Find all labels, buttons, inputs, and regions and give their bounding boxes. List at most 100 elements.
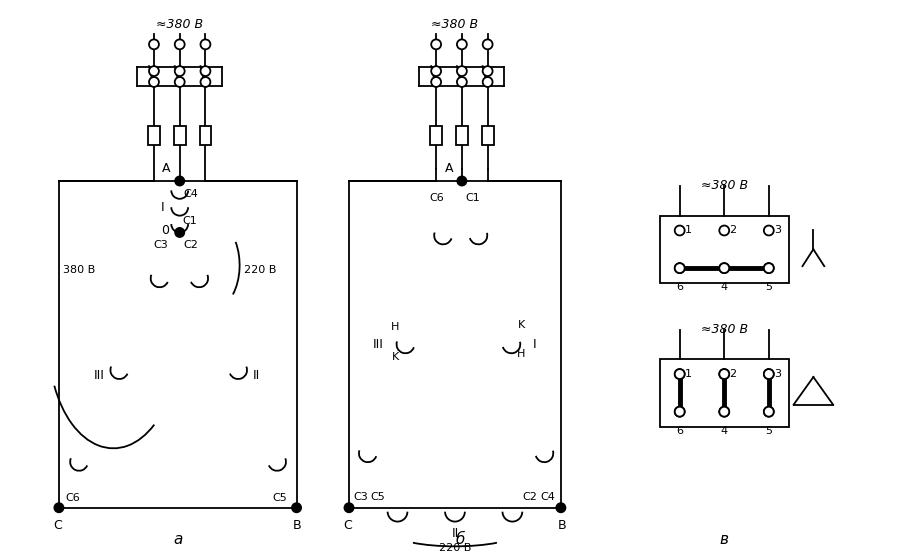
Circle shape <box>482 66 492 76</box>
Circle shape <box>175 228 184 237</box>
Text: A: A <box>445 162 453 175</box>
Circle shape <box>719 369 729 379</box>
Text: B: B <box>293 519 302 531</box>
Circle shape <box>675 263 685 273</box>
Text: 2: 2 <box>729 226 736 236</box>
Circle shape <box>675 407 685 417</box>
Text: II: II <box>253 368 260 381</box>
Circle shape <box>719 226 729 235</box>
Text: б: б <box>455 532 464 547</box>
Text: II: II <box>451 526 459 539</box>
Circle shape <box>675 263 685 273</box>
Circle shape <box>764 407 774 417</box>
Bar <box>482 125 493 146</box>
Text: K: K <box>518 320 525 329</box>
Bar <box>200 125 212 146</box>
Circle shape <box>457 77 467 87</box>
Circle shape <box>556 503 565 512</box>
Text: 3: 3 <box>774 369 781 379</box>
Text: C4: C4 <box>184 189 199 199</box>
Circle shape <box>292 503 302 512</box>
Text: H: H <box>392 323 400 333</box>
Circle shape <box>175 39 184 49</box>
Text: 2: 2 <box>729 369 736 379</box>
Text: 4: 4 <box>721 426 728 436</box>
Text: C6: C6 <box>66 493 81 503</box>
Circle shape <box>457 176 466 186</box>
Circle shape <box>201 77 211 87</box>
Bar <box>456 125 468 146</box>
Text: 1: 1 <box>685 369 691 379</box>
Circle shape <box>201 66 211 76</box>
Text: в: в <box>720 532 729 547</box>
Text: C4: C4 <box>540 492 555 502</box>
Text: I: I <box>533 338 536 351</box>
Text: C: C <box>344 519 353 531</box>
Circle shape <box>149 66 159 76</box>
Text: B: B <box>558 519 566 531</box>
Bar <box>660 216 788 283</box>
Circle shape <box>764 226 774 235</box>
Circle shape <box>675 226 685 235</box>
Bar <box>148 125 160 146</box>
Text: C: C <box>54 519 62 531</box>
Bar <box>430 125 442 146</box>
Text: 380 В: 380 В <box>63 265 94 275</box>
Circle shape <box>675 369 685 379</box>
Text: 220 В: 220 В <box>244 265 276 275</box>
Text: ≈380 В: ≈380 В <box>701 323 748 336</box>
Circle shape <box>764 263 774 273</box>
Text: ≈380 В: ≈380 В <box>701 179 748 193</box>
Circle shape <box>764 263 774 273</box>
Circle shape <box>431 66 441 76</box>
Circle shape <box>764 369 774 379</box>
Text: A: A <box>162 162 171 175</box>
Text: C2: C2 <box>522 492 537 502</box>
Text: I: I <box>161 200 165 214</box>
Text: 5: 5 <box>765 282 772 292</box>
Text: 3: 3 <box>774 226 781 236</box>
Text: ≈380 В: ≈380 В <box>431 18 479 31</box>
Circle shape <box>719 263 729 273</box>
Text: III: III <box>94 368 104 381</box>
Circle shape <box>482 39 492 49</box>
Circle shape <box>482 77 492 87</box>
Circle shape <box>175 176 184 186</box>
Text: C1: C1 <box>466 193 481 203</box>
Text: H: H <box>518 349 526 360</box>
Circle shape <box>764 369 774 379</box>
Circle shape <box>457 66 467 76</box>
Text: 4: 4 <box>721 282 728 292</box>
Text: C6: C6 <box>429 193 444 203</box>
Text: K: K <box>392 352 400 362</box>
Bar <box>660 359 788 427</box>
Circle shape <box>719 407 729 417</box>
Text: III: III <box>373 338 383 351</box>
Circle shape <box>149 77 159 87</box>
Text: C3: C3 <box>353 492 368 502</box>
Circle shape <box>431 77 441 87</box>
Text: C3: C3 <box>153 240 167 250</box>
Circle shape <box>345 503 354 512</box>
Circle shape <box>719 407 729 417</box>
Circle shape <box>675 369 685 379</box>
Circle shape <box>175 66 184 76</box>
Text: C1: C1 <box>183 216 197 226</box>
Text: а: а <box>173 532 183 547</box>
Text: 220 В: 220 В <box>439 543 471 553</box>
Circle shape <box>175 77 184 87</box>
Text: C5: C5 <box>272 493 286 503</box>
Circle shape <box>764 407 774 417</box>
Text: 6: 6 <box>676 282 683 292</box>
Circle shape <box>675 407 685 417</box>
Text: 5: 5 <box>765 426 772 436</box>
Text: 6: 6 <box>676 426 683 436</box>
Circle shape <box>719 369 729 379</box>
Text: ≈380 В: ≈380 В <box>156 18 203 31</box>
Circle shape <box>719 263 729 273</box>
Text: C5: C5 <box>371 492 385 502</box>
Circle shape <box>54 503 64 512</box>
Circle shape <box>201 39 211 49</box>
Circle shape <box>431 39 441 49</box>
Text: 1: 1 <box>685 226 691 236</box>
